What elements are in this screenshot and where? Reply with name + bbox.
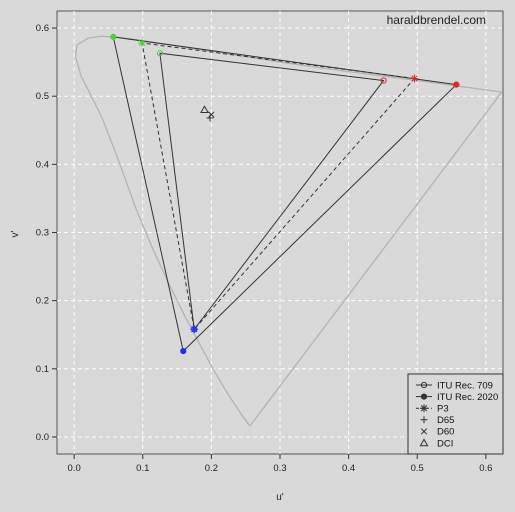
- x-tick-label: 0.2: [205, 463, 218, 474]
- legend-item: ITU Rec. 709: [416, 380, 493, 391]
- x-tick-label: 0.3: [273, 463, 286, 474]
- gamut-triangles: [110, 33, 460, 355]
- grid-lines: [57, 11, 503, 454]
- gamut-triangle: [159, 52, 385, 331]
- gamut-itu-rec-2020: [110, 33, 460, 355]
- legend-marker: [420, 428, 428, 435]
- legend-marker: [420, 393, 428, 400]
- legend-item: P3: [416, 404, 449, 415]
- white-point-d60: [208, 111, 215, 118]
- legend-marker: [419, 438, 429, 447]
- white-points: [200, 105, 215, 122]
- y-axis-label: v': [10, 230, 21, 237]
- white-point-dci: [200, 105, 209, 114]
- blue-primary-point: [190, 325, 199, 334]
- red-primary-point: [453, 81, 460, 88]
- x-tick-label: 0.4: [342, 463, 355, 474]
- gamut-triangle: [112, 36, 458, 353]
- y-axis-ticks: 0.0 0.1 0.2 0.3 0.4 0.5 0.6: [36, 23, 57, 443]
- blue-primary-point: [180, 347, 187, 355]
- spectral-locus-curve: [74, 35, 502, 427]
- green-primary-point: [138, 39, 147, 48]
- legend-marker: [420, 416, 428, 424]
- legend-label: ITU Rec. 2020: [437, 392, 498, 403]
- y-tick-label: 0.0: [36, 432, 49, 443]
- legend-item: ITU Rec. 2020: [416, 392, 498, 403]
- x-tick-label: 0.5: [411, 463, 424, 474]
- legend-label: ITU Rec. 709: [437, 380, 493, 391]
- y-tick-label: 0.2: [36, 296, 49, 307]
- x-tick-label: 0.6: [479, 463, 492, 474]
- legend-label: DCI: [437, 438, 453, 449]
- legend-marker: [420, 381, 428, 389]
- legend-label: P3: [437, 404, 449, 415]
- legend-label: D65: [437, 415, 454, 426]
- y-tick-label: 0.5: [36, 91, 49, 102]
- y-tick-label: 0.3: [36, 228, 49, 239]
- legend-label: D60: [437, 427, 454, 438]
- y-tick-label: 0.1: [36, 364, 49, 375]
- legend-item: D60: [420, 427, 454, 438]
- x-axis-ticks: 0.0 0.1 0.2 0.3 0.4 0.5 0.6: [68, 454, 492, 474]
- gamut-triangle: [141, 42, 416, 331]
- y-tick-label: 0.6: [36, 23, 49, 34]
- legend-item: D65: [420, 415, 454, 426]
- green-primary-point: [110, 33, 117, 40]
- green-primary-point: [156, 50, 164, 57]
- x-tick-label: 0.1: [136, 463, 149, 474]
- legend-item: DCI: [419, 438, 453, 449]
- spectral-locus: [74, 35, 503, 427]
- legend-marker: [420, 404, 428, 413]
- red-primary-point: [410, 74, 419, 83]
- red-primary-point: [380, 77, 387, 84]
- y-tick-label: 0.4: [36, 159, 49, 170]
- gamut-p3: [138, 39, 419, 334]
- watermark-text: haraldbrendel.com: [387, 13, 486, 27]
- purple-line: [249, 91, 503, 427]
- x-tick-label: 0.0: [68, 463, 81, 474]
- x-axis-label: u': [276, 492, 284, 503]
